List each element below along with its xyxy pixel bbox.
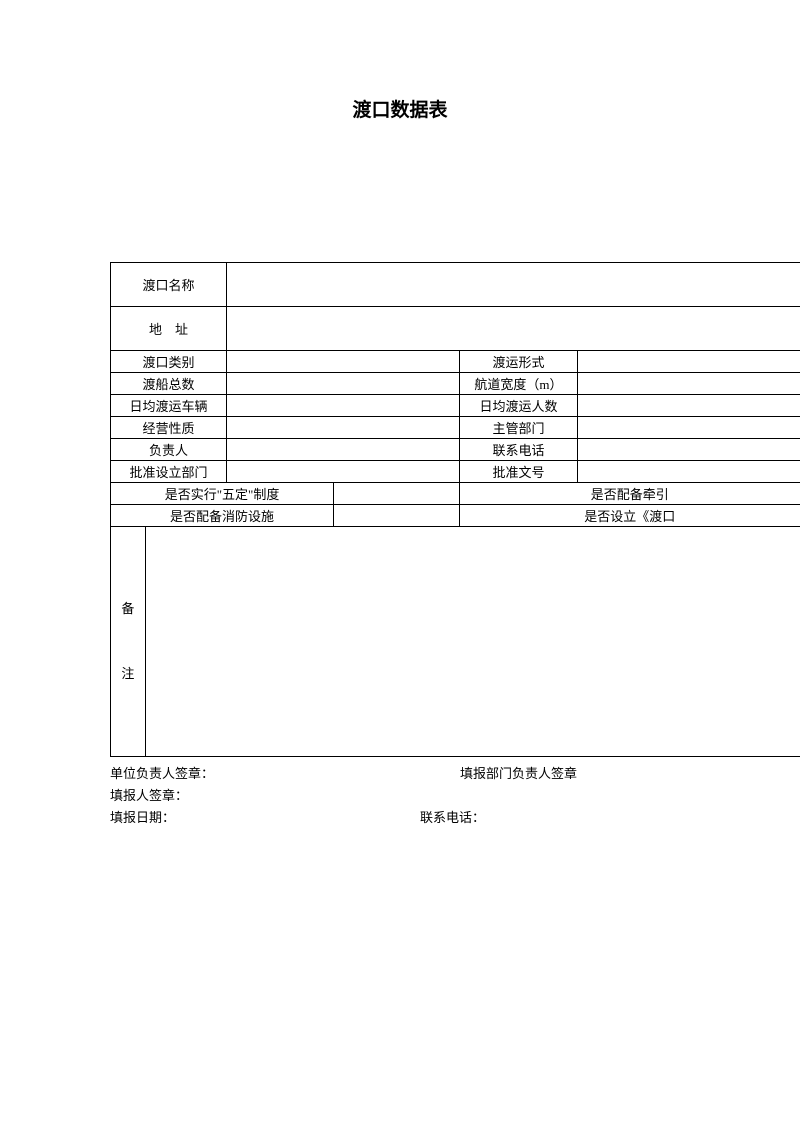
label-daily-vehicles: 日均渡运车辆 (111, 395, 227, 417)
label-address: 地 址 (111, 307, 227, 351)
footer-date: 填报日期： (110, 807, 420, 829)
label-business-nature: 经营性质 (111, 417, 227, 439)
form-table: 渡口名称 地 址 渡口类别 渡运形式 渡船总数 航道宽度（m） 日均渡运车辆 日… (110, 262, 800, 757)
field-ferry-name (226, 263, 800, 307)
field-boat-count (226, 373, 459, 395)
footer-contact: 联系电话： (420, 807, 485, 829)
label-ferry-name: 渡口名称 (111, 263, 227, 307)
label-boat-count: 渡船总数 (111, 373, 227, 395)
label-department: 主管部门 (459, 417, 578, 439)
field-transport-form (578, 351, 800, 373)
label-towing: 是否配备牵引 (459, 483, 800, 505)
field-responsible (226, 439, 459, 461)
label-transport-form: 渡运形式 (459, 351, 578, 373)
label-ferry-sign: 是否设立《渡口 (459, 505, 800, 527)
field-fire-equipment (334, 505, 459, 527)
field-ferry-type (226, 351, 459, 373)
footer-reporter-sign: 填报人签章： (110, 785, 188, 807)
label-five-fixed: 是否实行"五定"制度 (111, 483, 334, 505)
label-channel-width: 航道宽度（m） (459, 373, 578, 395)
field-notes (145, 527, 800, 757)
footer-dept-sign: 填报部门负责人签章 (460, 763, 577, 785)
label-approval-no: 批准文号 (459, 461, 578, 483)
label-daily-people: 日均渡运人数 (459, 395, 578, 417)
footer-section: 单位负责人签章： 填报部门负责人签章 填报人签章： 填报日期： 联系电话： (110, 763, 800, 829)
label-approval-dept: 批准设立部门 (111, 461, 227, 483)
field-address (226, 307, 800, 351)
field-approval-dept (226, 461, 459, 483)
field-approval-no (578, 461, 800, 483)
field-daily-people (578, 395, 800, 417)
label-ferry-type: 渡口类别 (111, 351, 227, 373)
field-five-fixed (334, 483, 459, 505)
label-responsible: 负责人 (111, 439, 227, 461)
label-phone: 联系电话 (459, 439, 578, 461)
field-department (578, 417, 800, 439)
page-title: 渡口数据表 (110, 95, 690, 122)
field-daily-vehicles (226, 395, 459, 417)
label-fire-equipment: 是否配备消防设施 (111, 505, 334, 527)
field-phone (578, 439, 800, 461)
footer-unit-sign: 单位负责人签章： (110, 763, 460, 785)
field-business-nature (226, 417, 459, 439)
field-channel-width (578, 373, 800, 395)
label-notes: 备 注 (111, 527, 146, 757)
